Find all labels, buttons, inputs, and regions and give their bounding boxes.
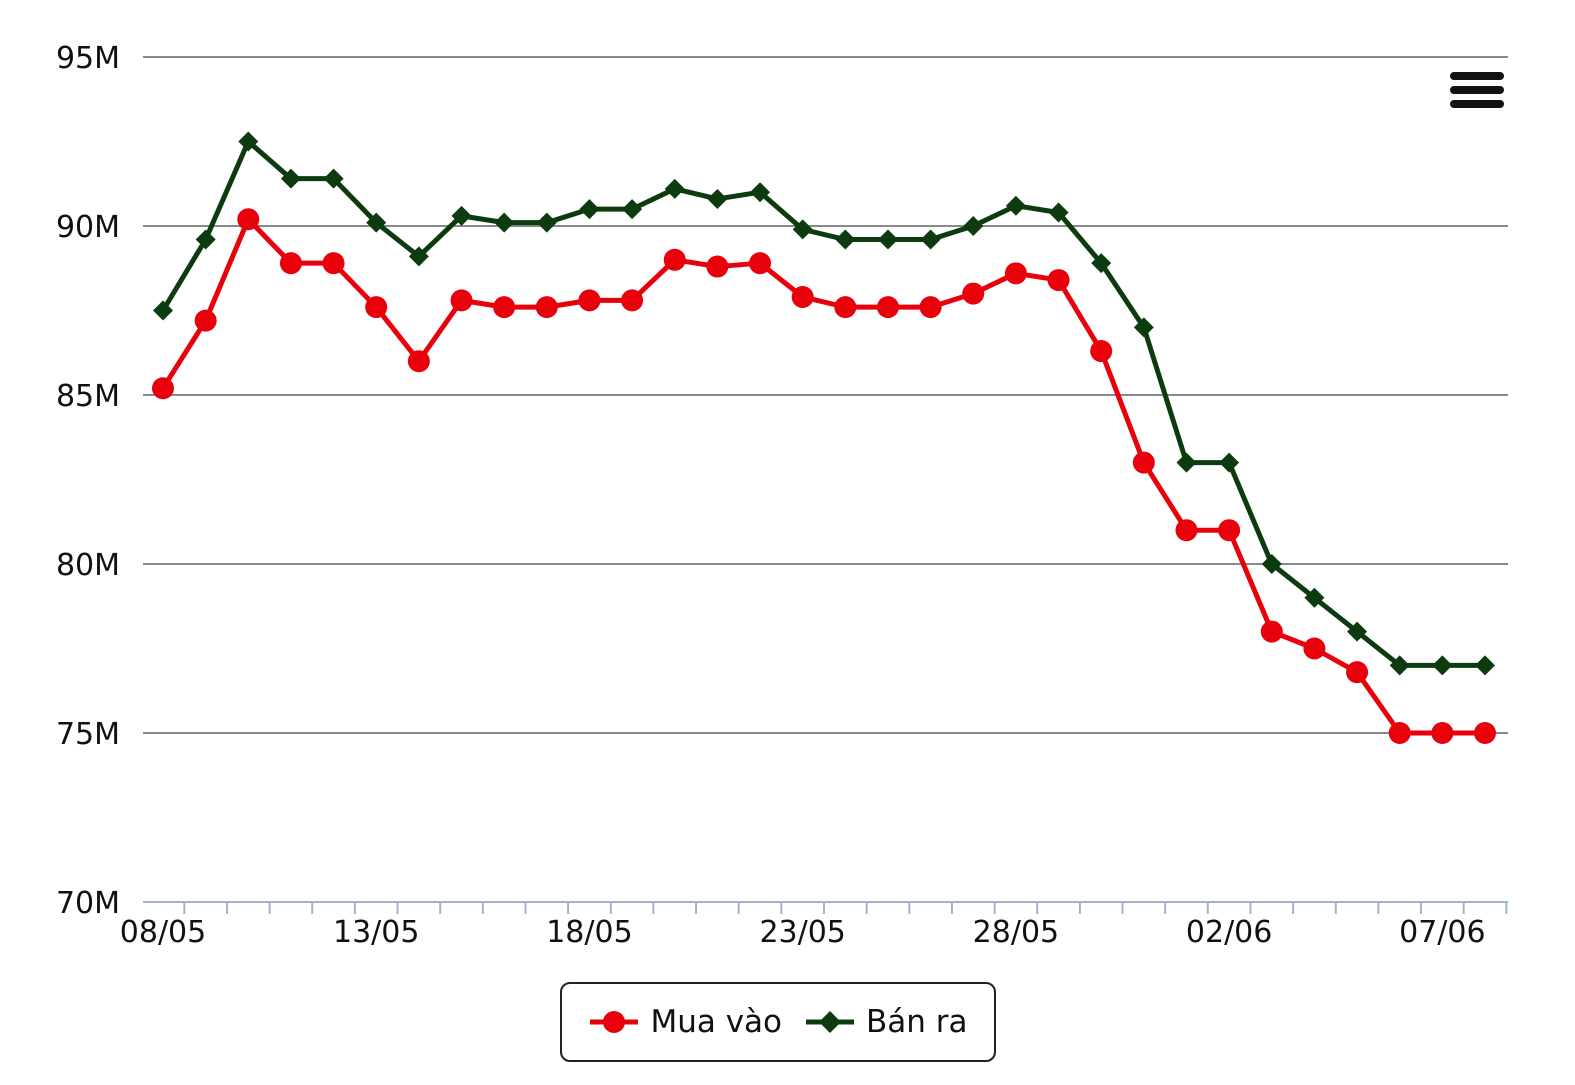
- y-tick-label: 80M: [56, 548, 120, 583]
- data-point-ban-ra[interactable]: [1432, 655, 1453, 676]
- data-point-mua-vao[interactable]: [919, 296, 942, 319]
- data-point-mua-vao[interactable]: [1431, 722, 1454, 744]
- data-point-ban-ra[interactable]: [963, 216, 984, 236]
- data-point-ban-ra[interactable]: [451, 205, 472, 226]
- data-point-ban-ra[interactable]: [1005, 195, 1026, 216]
- diamond-marker-icon: [806, 1011, 855, 1033]
- data-point-mua-vao[interactable]: [1346, 661, 1369, 684]
- hamburger-menu-icon[interactable]: [1450, 72, 1504, 116]
- data-point-mua-vao[interactable]: [1090, 340, 1113, 363]
- data-point-mua-vao[interactable]: [1388, 722, 1411, 744]
- gridlines: [143, 56, 1508, 734]
- x-axis: 08/05 13/05 18/05 23/05 28/05 02/06 07/06: [120, 901, 1508, 950]
- data-point-mua-vao[interactable]: [706, 255, 729, 278]
- legend-item-mua-vao[interactable]: Mua vào: [588, 1004, 782, 1040]
- data-point-ban-ra[interactable]: [323, 168, 344, 189]
- data-point-mua-vao[interactable]: [749, 252, 772, 275]
- data-point-mua-vao[interactable]: [1260, 620, 1283, 643]
- data-point-ban-ra[interactable]: [664, 178, 685, 199]
- data-point-mua-vao[interactable]: [1218, 519, 1241, 542]
- data-point-ban-ra[interactable]: [238, 131, 259, 152]
- data-point-ban-ra[interactable]: [153, 300, 173, 321]
- data-point-ban-ra[interactable]: [1091, 253, 1112, 274]
- data-point-mua-vao[interactable]: [1047, 269, 1070, 292]
- data-point-mua-vao[interactable]: [1004, 262, 1027, 285]
- data-point-ban-ra[interactable]: [622, 199, 643, 220]
- data-point-mua-vao[interactable]: [1303, 637, 1326, 660]
- data-point-mua-vao[interactable]: [322, 252, 345, 275]
- y-tick-label: 70M: [56, 886, 120, 921]
- data-point-mua-vao[interactable]: [450, 289, 473, 312]
- data-point-ban-ra[interactable]: [1261, 554, 1282, 574]
- data-point-ban-ra[interactable]: [1304, 587, 1325, 608]
- data-point-mua-vao[interactable]: [962, 282, 985, 305]
- data-point-ban-ra[interactable]: [536, 212, 557, 233]
- data-point-ban-ra[interactable]: [707, 188, 728, 209]
- data-point-ban-ra[interactable]: [1176, 452, 1197, 473]
- x-tick-label: 18/05: [546, 915, 632, 950]
- data-point-mua-vao[interactable]: [365, 296, 388, 319]
- y-tick-label: 95M: [56, 41, 120, 76]
- x-tick-label: 02/06: [1186, 915, 1272, 950]
- data-point-ban-ra[interactable]: [1475, 655, 1495, 676]
- data-point-mua-vao[interactable]: [834, 296, 857, 319]
- data-point-mua-vao[interactable]: [876, 296, 899, 319]
- data-point-mua-vao[interactable]: [1132, 451, 1155, 474]
- data-point-mua-vao[interactable]: [1175, 519, 1198, 542]
- data-point-mua-vao[interactable]: [1474, 722, 1496, 744]
- data-point-mua-vao[interactable]: [194, 309, 217, 332]
- series-lines: [160, 139, 1485, 736]
- data-point-ban-ra[interactable]: [366, 212, 387, 233]
- data-point-ban-ra[interactable]: [494, 212, 515, 233]
- data-point-ban-ra[interactable]: [1048, 202, 1069, 223]
- data-point-mua-vao[interactable]: [279, 252, 302, 275]
- data-point-ban-ra[interactable]: [792, 219, 813, 240]
- series-line-0: [160, 216, 1485, 736]
- data-point-mua-vao[interactable]: [663, 248, 686, 271]
- x-tick-label: 13/05: [333, 915, 419, 950]
- y-tick-label: 85M: [56, 379, 120, 414]
- data-point-mua-vao[interactable]: [407, 350, 430, 373]
- data-point-ban-ra[interactable]: [1133, 317, 1154, 338]
- x-tick-label: 23/05: [759, 915, 845, 950]
- y-tick-label: 90M: [56, 210, 120, 245]
- data-point-ban-ra[interactable]: [579, 199, 600, 220]
- y-tick-label: 75M: [56, 717, 120, 752]
- line-chart: 70M 75M 80M 85M 90M 95M 08/05 13/05 18/05 23/05 2…: [56, 41, 1508, 950]
- data-point-mua-vao[interactable]: [621, 289, 644, 312]
- legend: Mua vào Bán ra: [560, 982, 996, 1062]
- data-point-ban-ra[interactable]: [877, 229, 898, 250]
- data-point-ban-ra[interactable]: [280, 168, 301, 189]
- legend-item-ban-ra[interactable]: Bán ra: [804, 1004, 968, 1040]
- data-point-mua-vao[interactable]: [535, 296, 558, 319]
- data-point-ban-ra[interactable]: [408, 246, 429, 267]
- data-point-ban-ra[interactable]: [1347, 621, 1368, 642]
- data-point-ban-ra[interactable]: [195, 229, 216, 250]
- data-point-mua-vao[interactable]: [237, 208, 260, 231]
- data-point-mua-vao[interactable]: [493, 296, 516, 319]
- legend-label-mua-vao: Mua vào: [650, 1004, 783, 1040]
- legend-label-ban-ra: Bán ra: [866, 1004, 968, 1040]
- data-point-ban-ra[interactable]: [920, 229, 941, 250]
- x-tick-label: 28/05: [973, 915, 1059, 950]
- data-point-ban-ra[interactable]: [1389, 655, 1410, 676]
- y-axis-tick-labels: 70M 75M 80M 85M 90M 95M: [56, 41, 120, 921]
- circle-marker-icon: [590, 1011, 639, 1033]
- data-point-ban-ra[interactable]: [1219, 452, 1240, 473]
- data-point-mua-vao[interactable]: [578, 289, 601, 312]
- data-point-mua-vao[interactable]: [791, 285, 814, 308]
- data-point-ban-ra[interactable]: [750, 182, 771, 203]
- x-tick-label: 07/06: [1399, 915, 1485, 950]
- data-point-ban-ra[interactable]: [835, 229, 856, 250]
- series-line-1: [160, 139, 1485, 668]
- series-markers: [152, 131, 1496, 744]
- data-point-mua-vao[interactable]: [152, 377, 174, 400]
- x-tick-label: 08/05: [120, 915, 206, 950]
